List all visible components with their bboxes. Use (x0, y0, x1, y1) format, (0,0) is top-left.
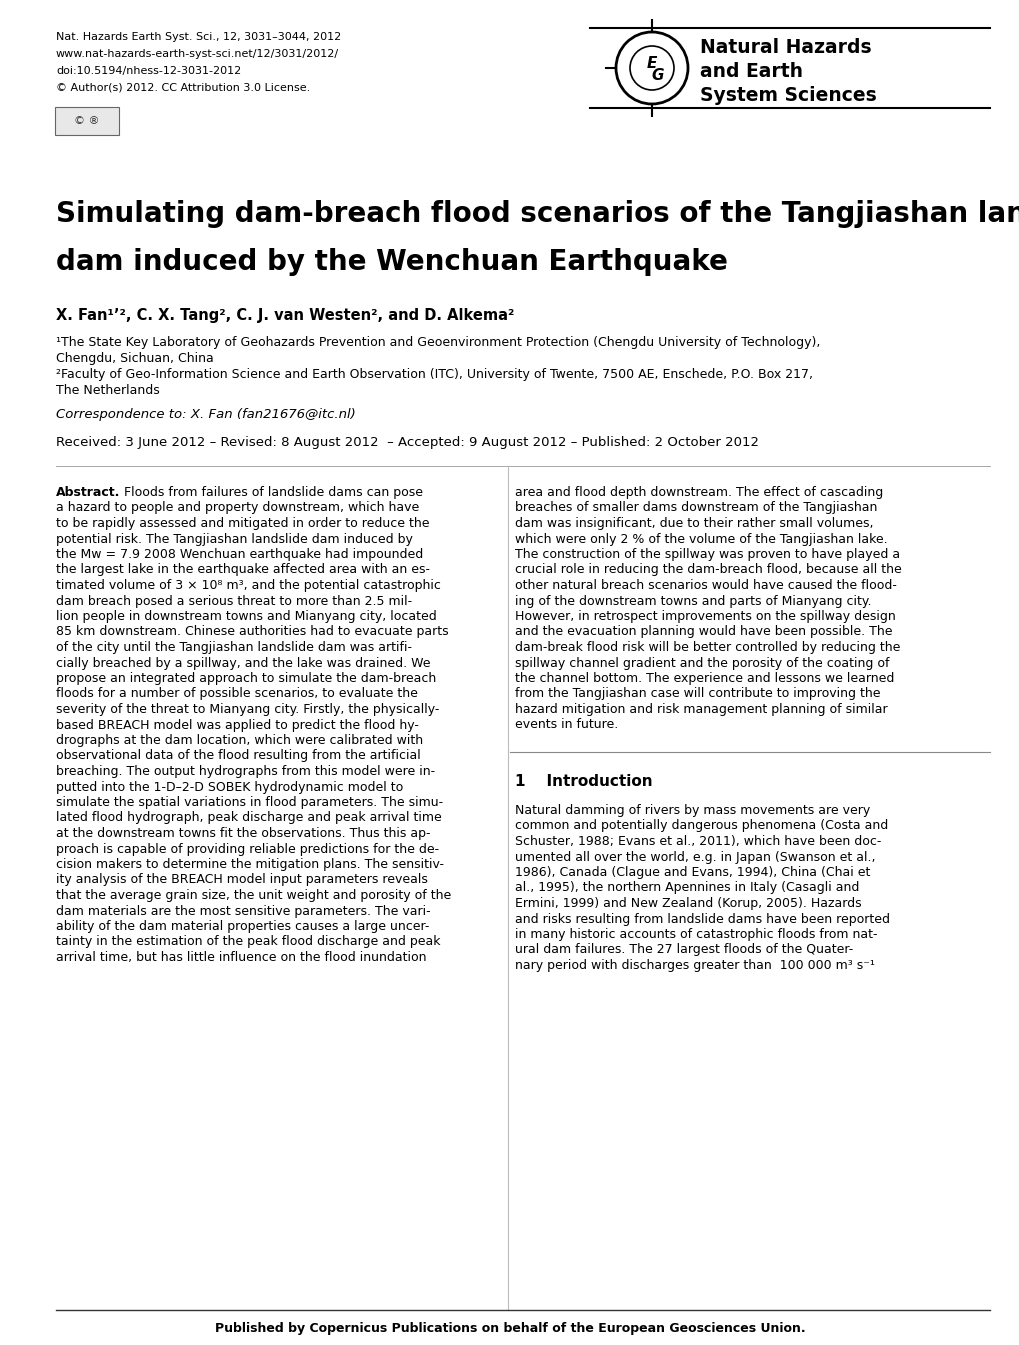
Text: breaching. The output hydrographs from this model were in-: breaching. The output hydrographs from t… (56, 765, 435, 777)
Text: and Earth: and Earth (699, 62, 802, 81)
Text: ¹The State Key Laboratory of Geohazards Prevention and Geoenvironment Protection: ¹The State Key Laboratory of Geohazards … (56, 336, 819, 348)
Text: the Mw = 7.9 2008 Wenchuan earthquake had impounded: the Mw = 7.9 2008 Wenchuan earthquake ha… (56, 547, 423, 561)
Text: Chengdu, Sichuan, China: Chengdu, Sichuan, China (56, 352, 214, 364)
Text: potential risk. The Tangjiashan landslide dam induced by: potential risk. The Tangjiashan landslid… (56, 533, 413, 546)
Text: area and flood depth downstream. The effect of cascading: area and flood depth downstream. The eff… (515, 486, 882, 499)
Text: dam materials are the most sensitive parameters. The vari-: dam materials are the most sensitive par… (56, 904, 430, 917)
Text: spillway channel gradient and the porosity of the coating of: spillway channel gradient and the porosi… (515, 656, 889, 670)
Text: Natural Hazards: Natural Hazards (699, 38, 871, 56)
Text: proach is capable of providing reliable predictions for the de-: proach is capable of providing reliable … (56, 842, 439, 855)
Text: drographs at the dam location, which were calibrated with: drographs at the dam location, which wer… (56, 734, 423, 746)
Text: dam-break flood risk will be better controlled by reducing the: dam-break flood risk will be better cont… (515, 642, 900, 654)
Text: System Sciences: System Sciences (699, 86, 876, 105)
Text: lion people in downstream towns and Mianyang city, located: lion people in downstream towns and Mian… (56, 611, 436, 623)
Text: floods for a number of possible scenarios, to evaluate the: floods for a number of possible scenario… (56, 687, 418, 701)
Text: © ®: © ® (74, 116, 100, 126)
Text: Schuster, 1988; Evans et al., 2011), which have been doc-: Schuster, 1988; Evans et al., 2011), whi… (515, 835, 880, 847)
Text: dam breach posed a serious threat to more than 2.5 mil-: dam breach posed a serious threat to mor… (56, 594, 412, 608)
Text: and the evacuation planning would have been possible. The: and the evacuation planning would have b… (515, 625, 892, 639)
Text: which were only 2 % of the volume of the Tangjiashan lake.: which were only 2 % of the volume of the… (515, 533, 887, 546)
Text: propose an integrated approach to simulate the dam-breach: propose an integrated approach to simula… (56, 672, 436, 685)
Text: © Author(s) 2012. CC Attribution 3.0 License.: © Author(s) 2012. CC Attribution 3.0 Lic… (56, 83, 310, 93)
Text: a hazard to people and property downstream, which have: a hazard to people and property downstre… (56, 502, 419, 515)
Text: Floods from failures of landslide dams can pose: Floods from failures of landslide dams c… (124, 486, 423, 499)
Text: Published by Copernicus Publications on behalf of the European Geosciences Union: Published by Copernicus Publications on … (214, 1322, 805, 1336)
Text: Abstract.: Abstract. (56, 486, 120, 499)
Text: cially breached by a spillway, and the lake was drained. We: cially breached by a spillway, and the l… (56, 656, 430, 670)
Text: cision makers to determine the mitigation plans. The sensitiv-: cision makers to determine the mitigatio… (56, 858, 443, 872)
Text: crucial role in reducing the dam-breach flood, because all the: crucial role in reducing the dam-breach … (515, 564, 901, 577)
Text: breaches of smaller dams downstream of the Tangjiashan: breaches of smaller dams downstream of t… (515, 502, 876, 515)
Text: The Netherlands: The Netherlands (56, 385, 160, 397)
Text: tainty in the estimation of the peak flood discharge and peak: tainty in the estimation of the peak flo… (56, 936, 440, 948)
Text: events in future.: events in future. (515, 718, 618, 732)
Text: 1    Introduction: 1 Introduction (515, 773, 652, 790)
Text: timated volume of 3 × 10⁸ m³, and the potential catastrophic: timated volume of 3 × 10⁸ m³, and the po… (56, 578, 440, 592)
Text: from the Tangjiashan case will contribute to improving the: from the Tangjiashan case will contribut… (515, 687, 879, 701)
Text: arrival time, but has little influence on the flood inundation: arrival time, but has little influence o… (56, 951, 426, 964)
Text: common and potentially dangerous phenomena (Costa and: common and potentially dangerous phenome… (515, 819, 888, 833)
Text: Correspondence to: X. Fan (fan21676@itc.nl): Correspondence to: X. Fan (fan21676@itc.… (56, 408, 356, 421)
Text: ity analysis of the BREACH model input parameters reveals: ity analysis of the BREACH model input p… (56, 873, 427, 886)
Text: hazard mitigation and risk management planning of similar: hazard mitigation and risk management pl… (515, 703, 887, 716)
Text: G: G (651, 69, 663, 83)
Text: dam induced by the Wenchuan Earthquake: dam induced by the Wenchuan Earthquake (56, 247, 728, 276)
Text: nary period with discharges greater than  100 000 m³ s⁻¹: nary period with discharges greater than… (515, 959, 874, 972)
Text: 85 km downstream. Chinese authorities had to evacuate parts: 85 km downstream. Chinese authorities ha… (56, 625, 448, 639)
Text: Natural damming of rivers by mass movements are very: Natural damming of rivers by mass moveme… (515, 804, 869, 816)
Text: doi:10.5194/nhess-12-3031-2012: doi:10.5194/nhess-12-3031-2012 (56, 66, 242, 77)
Text: However, in retrospect improvements on the spillway design: However, in retrospect improvements on t… (515, 611, 895, 623)
FancyBboxPatch shape (55, 108, 119, 134)
Text: to be rapidly assessed and mitigated in order to reduce the: to be rapidly assessed and mitigated in … (56, 516, 429, 530)
Text: lated flood hydrograph, peak discharge and peak arrival time: lated flood hydrograph, peak discharge a… (56, 811, 441, 824)
Text: www.nat-hazards-earth-syst-sci.net/12/3031/2012/: www.nat-hazards-earth-syst-sci.net/12/30… (56, 48, 338, 59)
Text: ing of the downstream towns and parts of Mianyang city.: ing of the downstream towns and parts of… (515, 594, 870, 608)
Text: Ermini, 1999) and New Zealand (Korup, 2005). Hazards: Ermini, 1999) and New Zealand (Korup, 20… (515, 897, 861, 911)
Text: al., 1995), the northern Apennines in Italy (Casagli and: al., 1995), the northern Apennines in It… (515, 881, 859, 894)
Text: at the downstream towns fit the observations. Thus this ap-: at the downstream towns fit the observat… (56, 827, 430, 841)
Text: in many historic accounts of catastrophic floods from nat-: in many historic accounts of catastrophi… (515, 928, 876, 942)
Text: dam was insignificant, due to their rather small volumes,: dam was insignificant, due to their rath… (515, 516, 872, 530)
Text: simulate the spatial variations in flood parameters. The simu-: simulate the spatial variations in flood… (56, 796, 442, 808)
Text: ability of the dam material properties causes a large uncer-: ability of the dam material properties c… (56, 920, 429, 933)
Text: based BREACH model was applied to predict the flood hy-: based BREACH model was applied to predic… (56, 718, 419, 732)
Text: umented all over the world, e.g. in Japan (Swanson et al.,: umented all over the world, e.g. in Japa… (515, 850, 874, 863)
Text: X. Fan¹ʼ², C. X. Tang², C. J. van Westen², and D. Alkema²: X. Fan¹ʼ², C. X. Tang², C. J. van Westen… (56, 308, 514, 323)
Text: ural dam failures. The 27 largest floods of the Quater-: ural dam failures. The 27 largest floods… (515, 943, 853, 956)
Text: the channel bottom. The experience and lessons we learned: the channel bottom. The experience and l… (515, 672, 894, 685)
Text: other natural breach scenarios would have caused the flood-: other natural breach scenarios would hav… (515, 578, 896, 592)
Text: that the average grain size, the unit weight and porosity of the: that the average grain size, the unit we… (56, 889, 450, 902)
Text: E: E (646, 56, 656, 71)
Text: Simulating dam-breach flood scenarios of the Tangjiashan landslide: Simulating dam-breach flood scenarios of… (56, 200, 1019, 229)
Text: and risks resulting from landslide dams have been reported: and risks resulting from landslide dams … (515, 912, 890, 925)
Text: Received: 3 June 2012 – Revised: 8 August 2012  – Accepted: 9 August 2012 – Publ: Received: 3 June 2012 – Revised: 8 Augus… (56, 436, 758, 449)
Text: the largest lake in the earthquake affected area with an es-: the largest lake in the earthquake affec… (56, 564, 430, 577)
Text: 1986), Canada (Clague and Evans, 1994), China (Chai et: 1986), Canada (Clague and Evans, 1994), … (515, 866, 869, 880)
Text: severity of the threat to Mianyang city. Firstly, the physically-: severity of the threat to Mianyang city.… (56, 703, 439, 716)
Text: putted into the 1-D–2-D SOBEK hydrodynamic model to: putted into the 1-D–2-D SOBEK hydrodynam… (56, 780, 403, 794)
Text: observational data of the flood resulting from the artificial: observational data of the flood resultin… (56, 749, 421, 763)
Text: of the city until the Tangjiashan landslide dam was artifi-: of the city until the Tangjiashan landsl… (56, 642, 412, 654)
Text: Nat. Hazards Earth Syst. Sci., 12, 3031–3044, 2012: Nat. Hazards Earth Syst. Sci., 12, 3031–… (56, 32, 341, 42)
Text: The construction of the spillway was proven to have played a: The construction of the spillway was pro… (515, 547, 899, 561)
Text: ²Faculty of Geo-Information Science and Earth Observation (ITC), University of T: ²Faculty of Geo-Information Science and … (56, 369, 812, 381)
